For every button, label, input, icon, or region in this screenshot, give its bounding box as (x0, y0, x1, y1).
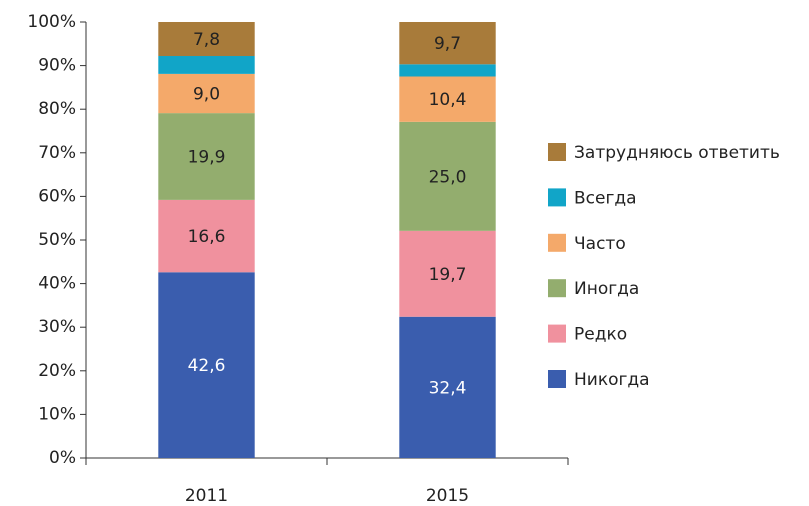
data-label: 19,7 (429, 265, 467, 285)
y-tick-label: 70% (38, 143, 76, 163)
data-label: 9,0 (193, 85, 220, 105)
data-label: 7,8 (193, 30, 220, 50)
data-label: 42,6 (188, 356, 226, 376)
data-label: 10,4 (429, 90, 467, 110)
bar-segment (158, 22, 255, 57)
bar-segment (158, 272, 255, 458)
x-tick-label: 2011 (185, 486, 228, 506)
data-label: 9,7 (434, 34, 461, 54)
x-tick-label: 2015 (426, 486, 469, 506)
y-tick-label: 40% (38, 274, 76, 294)
y-tick-label: 0% (49, 448, 76, 468)
bar-segment (158, 199, 255, 273)
data-label: 19,9 (188, 148, 226, 168)
legend-swatch (548, 233, 566, 252)
legend-label: Всегда (574, 188, 637, 208)
data-label: 16,6 (188, 227, 226, 247)
legend-swatch (548, 324, 566, 343)
legend-label: Затрудняюсь ответить (574, 143, 780, 163)
y-tick-label: 30% (38, 317, 76, 337)
y-tick-label: 90% (38, 56, 76, 76)
bar-segment (399, 22, 496, 65)
legend-label: Никогда (574, 370, 650, 390)
y-tick-label: 50% (38, 230, 76, 250)
legend-label: Часто (574, 234, 626, 254)
bar-segment (158, 113, 255, 200)
bar-segment (158, 56, 255, 74)
bar-segment (399, 121, 496, 231)
legend-label: Иногда (574, 279, 639, 299)
y-tick-label: 60% (38, 186, 76, 206)
data-label: 32,4 (429, 378, 467, 398)
bar-segment (399, 76, 496, 122)
legend-swatch (548, 279, 566, 298)
bar-segment (399, 64, 496, 77)
legend-swatch (548, 143, 566, 161)
y-tick-label: 10% (38, 404, 76, 424)
y-tick-label: 100% (27, 12, 76, 32)
bar-segment (399, 230, 496, 317)
bar-segment (399, 316, 496, 458)
legend-label: Редко (574, 325, 627, 345)
legend-swatch (548, 188, 566, 207)
y-tick-label: 20% (38, 361, 76, 381)
legend-swatch (548, 370, 566, 388)
bar-segment (158, 73, 255, 114)
y-tick-label: 80% (38, 99, 76, 119)
data-label: 25,0 (429, 167, 467, 187)
